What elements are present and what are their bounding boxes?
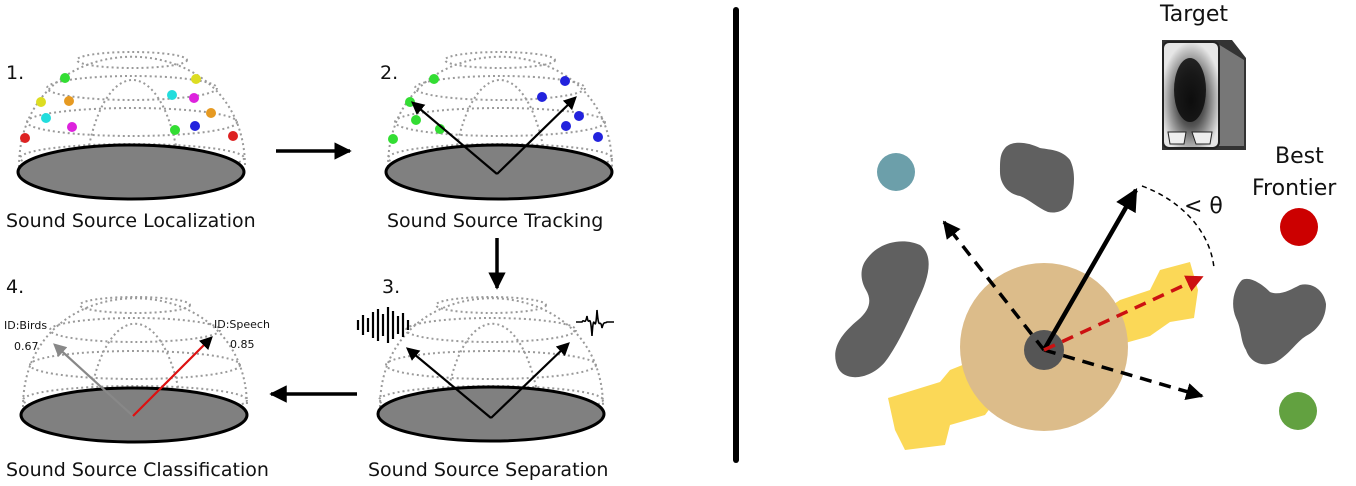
- target-label: Target: [1160, 2, 1229, 27]
- frontier-green: [1279, 392, 1317, 430]
- frontier-blue: [877, 153, 915, 191]
- step1-caption: Sound Source Localization: [6, 210, 256, 232]
- dome-tracking: [384, 51, 614, 201]
- dome-localization: [16, 51, 246, 201]
- dome-separation: [356, 296, 614, 443]
- step2-caption: Sound Source Tracking: [387, 210, 604, 232]
- candidate-arrow-left: [942, 220, 1046, 352]
- navigation-scene: [835, 40, 1326, 450]
- step3-number: 3.: [382, 276, 401, 298]
- speech-score: 0.85: [230, 338, 255, 351]
- best-frontier-arrow: [1043, 275, 1204, 352]
- waveform-icon: [356, 307, 410, 343]
- step4-number: 4.: [6, 276, 25, 298]
- source-dots: [20, 73, 238, 143]
- angle-label: < θ: [1184, 194, 1223, 219]
- step1-number: 1.: [6, 62, 25, 84]
- birds-score: 0.67: [14, 340, 39, 353]
- birds-id-label: ID:Birds: [4, 319, 48, 332]
- angle-arc: [1141, 185, 1215, 269]
- speaker-icon: [1162, 40, 1246, 150]
- waveform-icon: [576, 309, 614, 337]
- birds-arrow: [53, 343, 134, 417]
- obstacle: [1233, 278, 1326, 365]
- dome-base-disc: [16, 143, 246, 201]
- step2-number: 2.: [380, 62, 399, 84]
- candidate-arrow-right: [1043, 348, 1204, 400]
- frontier-red: [1280, 208, 1318, 246]
- speech-arrow: [132, 336, 213, 417]
- step3-caption: Sound Source Separation: [368, 459, 609, 481]
- step4-caption: Sound Source Classification: [6, 459, 269, 481]
- obstacle: [835, 241, 929, 378]
- best-frontier-label-line2: Frontier: [1252, 176, 1337, 201]
- dome-classification: [19, 296, 249, 444]
- target-direction-arrow: [1042, 188, 1138, 352]
- best-frontier-label-line1: Best: [1275, 144, 1324, 169]
- obstacle: [1000, 142, 1074, 213]
- speech-id-label: ID:Speech: [214, 318, 270, 331]
